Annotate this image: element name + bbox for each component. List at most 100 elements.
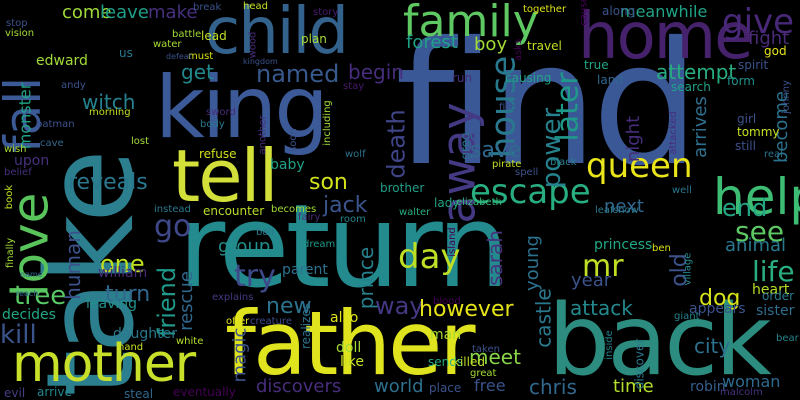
word-evil: evil [4,386,26,400]
word-appears: appears [689,301,746,317]
word-walter: walter [399,207,431,218]
word-queen: queen [586,146,693,186]
word-dog: dog [699,286,741,311]
word-form: form [727,74,755,88]
word-blood: blood [433,296,461,307]
word-break: break [193,2,222,13]
word-spell: spell [515,167,539,178]
word-refuse: refuse [199,147,237,161]
word-reveals: reveals [68,170,148,195]
word-return: return [178,180,510,314]
word-head: head [243,1,268,12]
word-fire: fire [499,102,516,113]
word-discover: discover [632,338,647,390]
word-body: body [200,119,225,130]
word-along: along [602,4,636,18]
word-way: way [375,292,424,320]
word-parent: parent [282,262,328,278]
word-upon: upon [14,153,50,169]
word-father: father [225,292,476,395]
word-brother: brother [380,181,425,195]
word-man: man [430,327,462,343]
word-group: group [218,236,271,257]
word-arrive: arrive [37,385,72,399]
word-land: land [597,73,623,87]
word-girl: girl [737,112,757,126]
word-cause: cause [578,0,590,26]
word-ball: ball [256,227,275,238]
word-attack: attack [570,296,633,320]
word-time: time [613,376,654,397]
word-leave: leave [100,2,149,23]
word-stop: stop [6,18,28,29]
word-world: world [374,376,424,397]
word-family: family [403,0,539,47]
word-named: named [256,60,340,88]
word-doll: doll [336,340,362,356]
word-next: next [604,196,644,217]
word-leaf: leaf [595,205,614,216]
word-soon: soon [287,128,299,152]
word-new: new [266,294,312,319]
word-attacked: attacked [667,111,679,155]
word-boy: boy [474,34,508,55]
word-make: make [148,2,198,23]
word-witch: witch [82,90,136,114]
word-bear: bear [776,333,799,344]
word-fairy: fairy [298,212,321,223]
word-pirate: pirate [492,159,522,170]
word-spirit: spirit [738,58,769,72]
word-rescue: rescue [175,271,197,331]
word-life: life [752,255,795,288]
word-castle: castle [531,288,556,348]
word-dream: dream [303,239,336,250]
word-sword: sword [206,107,236,118]
word-travel: travel [527,39,562,53]
word-meet: meet [469,345,521,369]
word-jack: jack [323,193,368,218]
word-instead: instead [154,204,191,215]
word-day: day [398,237,461,277]
word-leaving: leaving [86,296,138,312]
word-andy: andy [61,80,86,91]
word-ben: ben [652,243,671,254]
word-young: young [521,235,543,291]
word-death: death [382,109,411,179]
word-eventually: eventually [173,385,236,399]
word-edward: edward [36,53,88,69]
word-vision: vision [5,28,35,39]
word-finally: finally [5,237,17,269]
word-tell: tell [172,134,279,218]
word-year: year [571,270,612,291]
word-end: end [722,194,768,222]
word-come: come [62,2,112,23]
word-defeat: defeat [166,52,192,61]
word-heart: heart [752,282,790,298]
word-killed: killed [453,355,485,369]
word-magic: magic [229,327,251,383]
word-realizes: realizes [299,302,314,350]
word-robin: robin [690,379,726,395]
word-free: free [474,376,506,395]
word-chris: chris [529,375,577,399]
word-escape: escape [470,172,591,212]
word-water: water [153,39,182,50]
word-becomes: becomes [271,204,317,215]
word-lead: lead [201,29,227,43]
word-discovers: discovers [256,376,342,397]
word-order: order [762,289,794,303]
word-story: story [313,7,339,18]
word-lady: lady [434,196,460,210]
word-book: book [4,184,16,210]
word-batman: batman [36,119,75,130]
word-son: son [309,170,348,195]
word-woman: woman [722,372,781,391]
word-causing: causing [505,71,552,85]
word-william: william [98,265,148,281]
word-name: name [20,270,43,279]
word-mother: mother [12,334,196,394]
word-johnny: johnny [780,80,792,114]
word-sends: sends [428,355,464,369]
word-wish: wish [4,144,27,155]
word-save: save [470,138,522,163]
